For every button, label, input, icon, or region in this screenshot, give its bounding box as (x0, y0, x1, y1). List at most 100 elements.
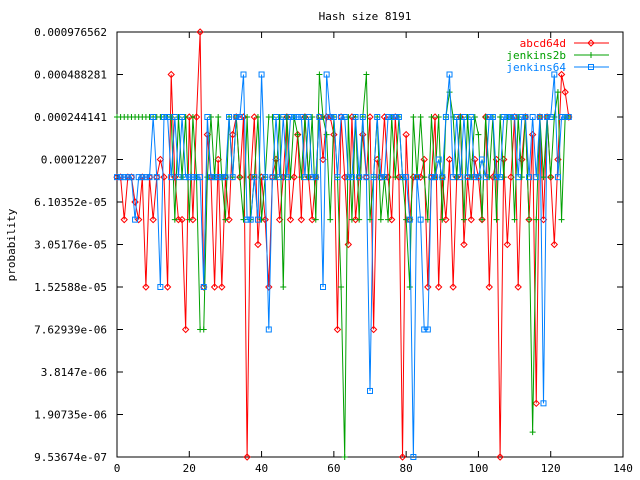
data-point-jenkins2b (417, 114, 424, 120)
data-point-jenkins64 (410, 454, 417, 460)
data-point-jenkins2b (500, 174, 507, 181)
data-point-jenkins64 (200, 283, 207, 290)
data-point-jenkins2b (471, 114, 478, 120)
data-point-jenkins64 (114, 174, 120, 181)
data-point-jenkins64 (518, 113, 525, 120)
data-point-jenkins64 (536, 113, 543, 120)
data-point-abcd64d (485, 283, 493, 291)
y-tick-label: 6.10352e-05 (34, 196, 107, 209)
data-point-jenkins2b (410, 114, 417, 120)
data-point-jenkins64 (551, 71, 558, 78)
data-point-jenkins2b (475, 131, 482, 138)
y-axis-title: probability (5, 208, 18, 281)
data-point-abcd64d (243, 453, 251, 461)
data-point-abcd64d (532, 399, 540, 408)
y-tick-label: 0.00012207 (41, 154, 107, 167)
data-point-jenkins64 (381, 174, 388, 181)
data-point-jenkins64 (540, 400, 547, 407)
x-tick-label: 80 (400, 462, 413, 475)
data-point-jenkins2b (533, 216, 540, 223)
data-point-jenkins64 (424, 326, 431, 333)
x-axis-ticks: 0 20 40 60 80 100 120 140 (114, 32, 633, 475)
data-point-jenkins2b (298, 174, 305, 181)
data-point-abcd64d (210, 283, 219, 291)
data-point-jenkins64 (377, 174, 384, 181)
data-point-jenkins64 (507, 113, 514, 120)
data-point-jenkins64 (179, 113, 186, 120)
data-point-jenkins64 (406, 216, 413, 223)
data-point-jenkins2b (421, 174, 428, 181)
data-point-jenkins64 (240, 71, 247, 78)
data-point-jenkins2b (511, 216, 518, 223)
x-tick-label: 20 (183, 462, 196, 475)
data-point-abcd64d (189, 215, 197, 224)
data-point-jenkins2b (186, 216, 193, 223)
legend-marker-jenkins64 (588, 64, 594, 70)
data-point-jenkins64 (222, 174, 229, 181)
data-point-jenkins64 (316, 113, 323, 120)
data-point-jenkins2b (457, 114, 464, 120)
data-point-abcd64d (351, 215, 360, 224)
data-point-jenkins64 (233, 113, 240, 120)
data-point-jenkins64 (229, 174, 236, 181)
data-point-abcd64d (445, 155, 454, 164)
data-point-jenkins2b (493, 216, 500, 223)
data-point-jenkins2b (435, 114, 442, 120)
y-axis-ticks: 9.53674e-07 1.90735e-06 3.8147e-06 7.62939e… (34, 26, 623, 464)
data-point-jenkins2b (276, 114, 283, 120)
data-point-jenkins2b (453, 174, 460, 181)
data-point-abcd64d (348, 113, 356, 121)
data-point-jenkins2b (305, 174, 312, 181)
data-point-jenkins2b (179, 174, 186, 181)
data-point-abcd64d (460, 240, 468, 249)
data-point-jenkins64 (262, 174, 269, 181)
data-point-jenkins2b (323, 131, 330, 138)
data-point-jenkins64 (348, 174, 355, 181)
data-point-abcd64d (467, 215, 475, 224)
data-point-jenkins64 (226, 113, 233, 120)
data-point-jenkins64 (128, 174, 135, 181)
x-tick-label: 140 (613, 462, 633, 475)
x-tick-label: 60 (327, 462, 340, 475)
data-point-jenkins64 (132, 216, 139, 223)
data-point-jenkins64 (385, 113, 392, 120)
data-point-jenkins64 (482, 174, 489, 181)
data-point-abcd64d (420, 155, 428, 164)
data-point-abcd64d (142, 283, 150, 291)
data-point-jenkins2b (551, 114, 558, 120)
y-tick-label: 9.53674e-07 (34, 451, 107, 464)
data-point-jenkins64 (493, 174, 500, 181)
data-point-jenkins64 (146, 174, 153, 181)
data-point-abcd64d (424, 283, 432, 291)
data-point-jenkins64 (157, 283, 164, 290)
legend-label-jenkins2b: jenkins2b (506, 49, 566, 62)
data-point-jenkins64 (312, 174, 319, 181)
data-point-abcd64d (163, 283, 172, 291)
data-point-jenkins2b (526, 216, 533, 223)
data-point-jenkins64 (215, 174, 222, 181)
data-point-jenkins64 (363, 174, 370, 181)
y-tick-label: 0.000488281 (34, 69, 107, 82)
data-point-jenkins64 (399, 174, 406, 181)
data-point-jenkins2b (215, 114, 222, 120)
data-point-abcd64d (250, 113, 259, 121)
series-line-jenkins64 (117, 74, 569, 458)
data-point-jenkins2b (518, 174, 525, 181)
data-point-abcd64d (398, 453, 407, 461)
data-point-jenkins64 (395, 113, 402, 120)
data-point-jenkins64 (504, 113, 511, 120)
data-point-jenkins64 (479, 156, 486, 163)
data-point-jenkins2b (258, 216, 265, 223)
data-point-abcd64d (387, 215, 396, 224)
y-tick-label: 7.62939e-06 (34, 324, 107, 337)
data-point-jenkins2b (406, 284, 413, 290)
data-point-jenkins64 (547, 113, 554, 120)
data-point-jenkins64 (320, 283, 327, 290)
data-point-jenkins2b (348, 216, 355, 223)
data-point-jenkins2b (244, 114, 251, 120)
data-point-jenkins2b (309, 114, 316, 120)
data-point-abcd64d (178, 215, 186, 224)
data-point-jenkins2b (341, 454, 348, 460)
data-point-jenkins64 (287, 113, 294, 120)
data-point-jenkins2b (439, 216, 446, 223)
